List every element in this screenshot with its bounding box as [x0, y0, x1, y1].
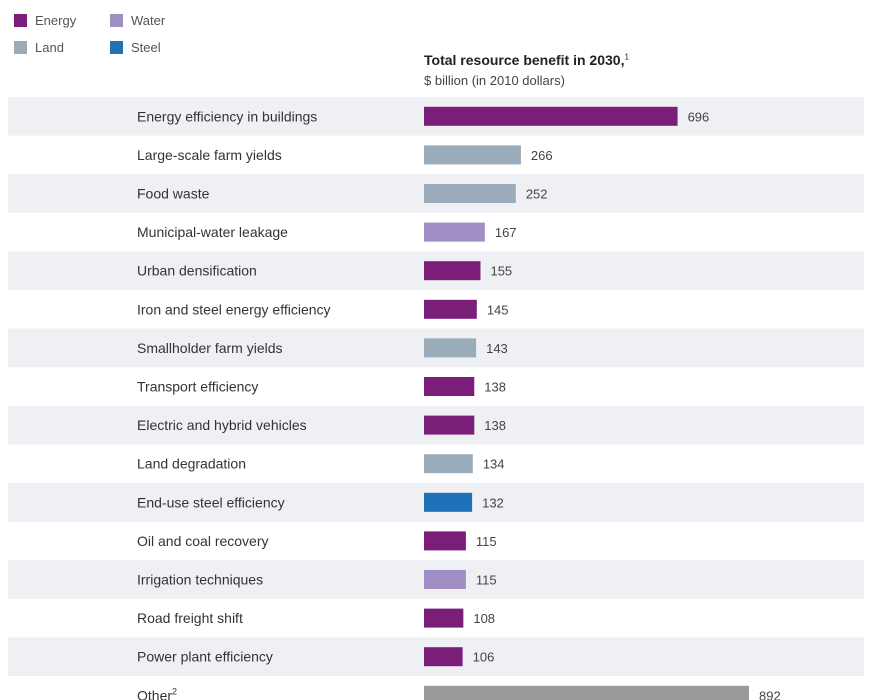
- value-label: 266: [531, 148, 553, 163]
- category-label: Irrigation techniques: [137, 572, 263, 588]
- bar: [424, 184, 516, 203]
- chart-title-text: Total resource benefit in 2030,: [424, 52, 625, 68]
- legend-swatch-energy: [14, 14, 27, 27]
- value-label: 138: [484, 380, 506, 395]
- category-label: Energy efficiency in buildings: [137, 108, 317, 124]
- legend: Energy Water Land Steel: [14, 10, 214, 60]
- legend-swatch-land: [14, 41, 27, 54]
- category-label: Oil and coal recovery: [137, 533, 269, 549]
- value-label: 106: [473, 650, 495, 665]
- bar: [424, 377, 475, 396]
- category-label: Electric and hybrid vehicles: [137, 417, 307, 433]
- legend-label-water: Water: [131, 13, 166, 28]
- legend-swatch-water: [110, 14, 123, 27]
- category-label: Iron and steel energy efficiency: [137, 301, 331, 317]
- category-footnote: 2: [172, 686, 177, 696]
- value-label: 115: [476, 573, 497, 588]
- value-label: 252: [526, 187, 548, 202]
- legend-item-energy: Energy: [14, 13, 76, 28]
- bar: [424, 145, 521, 165]
- value-label: 145: [487, 302, 509, 317]
- category-label: Food waste: [137, 186, 210, 202]
- chart-subtitle: $ billion (in 2010 dollars): [424, 73, 565, 88]
- category-label: Urban densification: [137, 263, 257, 279]
- bar: [424, 261, 481, 281]
- bar: [424, 685, 749, 700]
- category-label: Power plant efficiency: [137, 649, 273, 665]
- category-label: Land degradation: [137, 456, 246, 472]
- bar: [424, 415, 475, 435]
- chart-title: Total resource benefit in 2030,1: [424, 52, 629, 68]
- legend-swatch-steel: [110, 41, 123, 54]
- chart-title-footnote: 1: [624, 52, 629, 62]
- bar: [424, 608, 464, 628]
- legend-label-land: Land: [35, 40, 64, 55]
- bar: [424, 492, 473, 512]
- bar: [424, 570, 466, 589]
- value-label: 108: [473, 611, 495, 626]
- value-label: 155: [490, 264, 512, 279]
- bar: [424, 222, 485, 242]
- bar: [424, 299, 477, 319]
- legend-item-water: Water: [110, 13, 165, 28]
- category-label: Large-scale farm yields: [137, 147, 282, 163]
- value-label: 143: [486, 341, 508, 356]
- category-label: Smallholder farm yields: [137, 340, 283, 356]
- value-label: 892: [759, 688, 781, 700]
- bar: [424, 106, 678, 126]
- category-label: Municipal-water leakage: [137, 224, 288, 240]
- legend-item-steel: Steel: [110, 40, 161, 55]
- category-label: Other2: [137, 686, 177, 700]
- legend-label-energy: Energy: [35, 13, 77, 28]
- value-label: 138: [484, 418, 506, 433]
- bar: [424, 647, 463, 667]
- value-label: 167: [495, 225, 517, 240]
- category-label: Transport efficiency: [137, 379, 258, 395]
- bar: [424, 454, 473, 474]
- category-label: End-use steel efficiency: [137, 494, 285, 510]
- bar: [424, 338, 477, 358]
- value-label: 134: [483, 457, 505, 472]
- category-label: Road freight shift: [137, 610, 243, 626]
- bar: [424, 531, 466, 551]
- value-label: 132: [482, 495, 504, 510]
- legend-label-steel: Steel: [131, 40, 161, 55]
- value-label: 696: [688, 109, 710, 124]
- value-label: 115: [476, 534, 497, 549]
- legend-item-land: Land: [14, 40, 64, 55]
